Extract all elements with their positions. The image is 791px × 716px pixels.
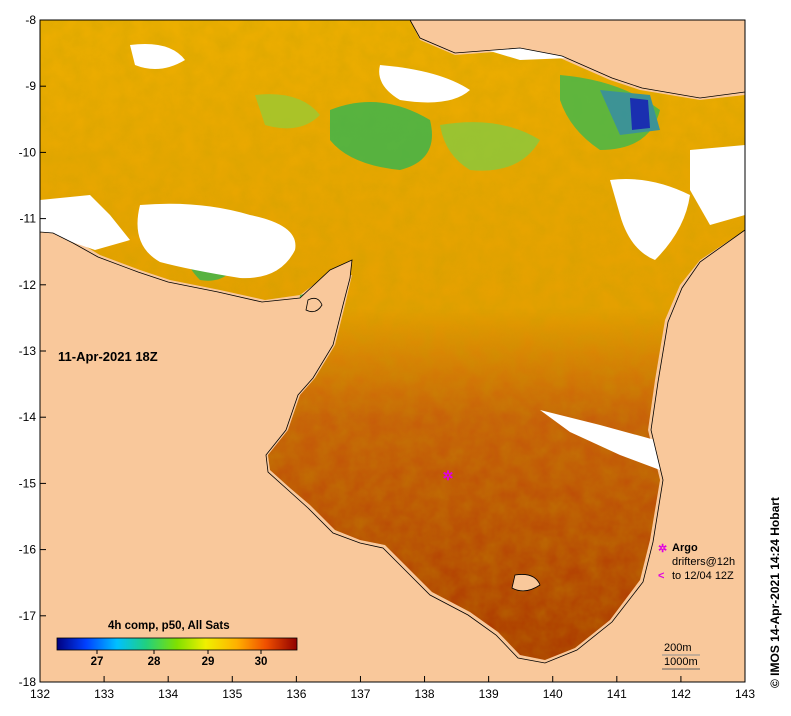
sst-texture [40,20,745,660]
coastline [40,20,745,682]
y-tick-label: -8 [25,13,36,27]
x-tick-label: 141 [607,687,627,701]
drifters-period: to 12/04 12Z [672,570,734,582]
cloud-gaps [40,30,745,470]
x-tick-label: 133 [94,687,114,701]
colorbar-tick: 30 [254,656,268,668]
x-tick-label: 139 [479,687,499,701]
y-axis: -8 -9 -10 -11 -12 -13 -14 -15 -16 -17 -18 [19,13,46,689]
x-axis: 132 133 134 135 136 137 138 139 140 141 142 143 [30,676,755,701]
argo-icon: ✲ [658,542,668,555]
y-tick-label: -14 [19,410,37,424]
drifter-arrow-icon: < [658,570,665,582]
date-label: 11-Apr-2021 18Z [58,349,158,364]
x-tick-label: 143 [735,687,755,701]
depth-1000m: 1000m [664,656,698,668]
x-tick-label: 137 [350,687,370,701]
colorbar-tick: 29 [201,656,215,668]
y-tick-label: -11 [20,212,37,226]
y-tick-label: -10 [19,145,37,159]
colorbar [56,637,298,651]
x-tick-label: 134 [158,687,178,701]
y-tick-label: -18 [19,675,37,689]
colorbar-tick: 28 [147,656,161,668]
cold-spot [630,98,650,130]
y-tick-label: -15 [19,476,37,490]
x-tick-label: 136 [286,687,306,701]
y-tick-label: -12 [19,278,37,292]
x-tick-label: 138 [415,687,435,701]
float-legend: ✲ Argo drifters@12h < to 12/04 12Z [658,541,735,583]
y-tick-label: -17 [19,609,37,623]
colorbar-title: 4h comp, p50, All Sats [108,620,230,632]
x-tick-label: 140 [543,687,563,701]
credit-text: © IMOS 14-Apr-2021 14:24 Hobart [768,497,782,688]
x-tick-label: 132 [30,687,50,701]
drifters-label: drifters@12h [672,556,736,568]
depth-legend: 200m 1000m [664,641,698,669]
y-tick-label: -9 [25,79,36,93]
x-tick-label: 135 [222,687,242,701]
x-tick-label: 142 [671,687,691,701]
argo-label: Argo [672,542,698,554]
y-tick-label: -13 [19,344,37,358]
depth-200m: 200m [664,642,692,654]
y-tick-label: -16 [19,543,37,557]
colorbar-tick: 27 [90,656,104,668]
argo-float-icon: ✲ [443,468,454,483]
